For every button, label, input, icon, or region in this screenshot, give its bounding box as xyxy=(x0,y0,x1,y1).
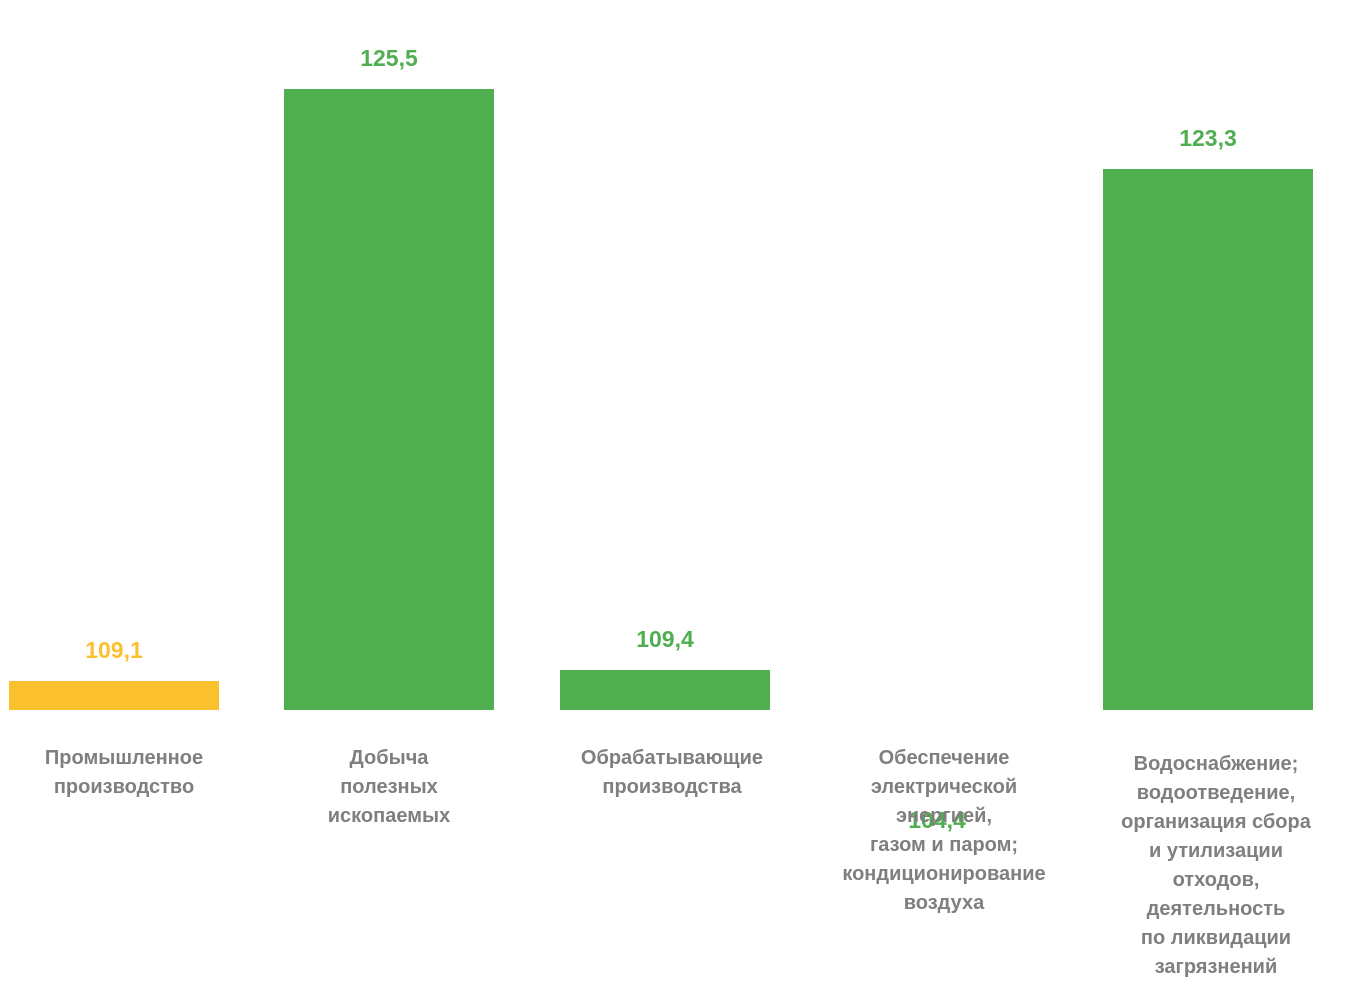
data-label: 125,5 xyxy=(360,45,418,72)
bar xyxy=(9,681,219,710)
bar xyxy=(1103,168,1313,710)
data-label: 104,4 xyxy=(908,806,966,833)
category-label: Добыча полезных ископаемых xyxy=(327,747,451,827)
bar xyxy=(284,89,494,710)
bar xyxy=(560,670,770,710)
category-label: Водоснабжение; водоотведение, организаци… xyxy=(1121,753,1311,978)
data-label: 109,1 xyxy=(85,637,143,664)
category-label: Промышленное производство xyxy=(44,747,204,798)
data-label: 109,4 xyxy=(636,626,694,653)
data-label: 123,3 xyxy=(1179,124,1237,151)
category-label: Обеспечение электрической энергией, газо… xyxy=(842,747,1046,914)
category-label: Обрабатывающие производства xyxy=(580,747,764,798)
